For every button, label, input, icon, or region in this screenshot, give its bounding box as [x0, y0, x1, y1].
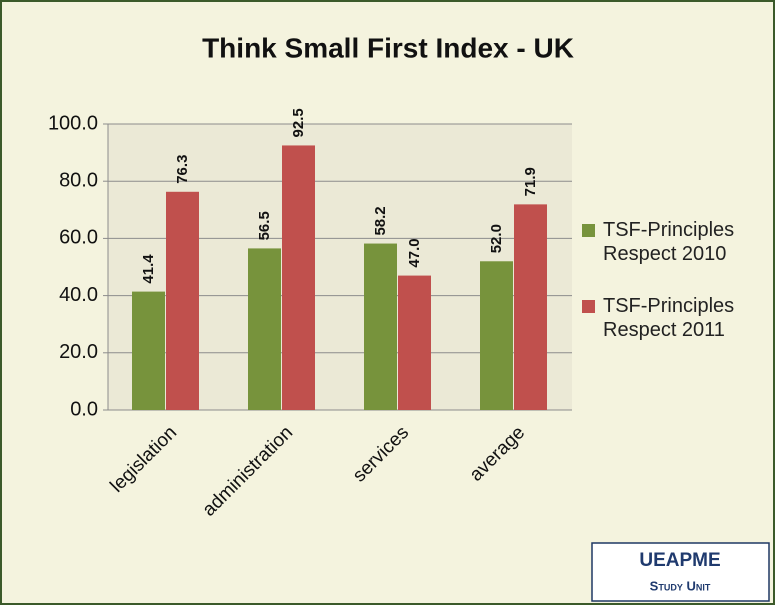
y-tick-label: 100.0	[48, 112, 98, 134]
bar	[132, 291, 165, 410]
data-label: 56.5	[256, 211, 273, 240]
y-tick-label: 20.0	[59, 341, 98, 363]
bar	[364, 243, 397, 410]
bar	[398, 275, 431, 410]
bar	[282, 145, 315, 410]
y-tick-label: 40.0	[59, 284, 98, 306]
data-label: 58.2	[372, 206, 389, 235]
data-label: 71.9	[522, 167, 539, 196]
legend-label: TSF-Principles Respect 2011	[603, 295, 735, 341]
data-label: 52.0	[488, 224, 505, 253]
badge-title: UEAPME	[639, 550, 720, 571]
bar	[480, 261, 513, 410]
badge-box	[591, 542, 770, 602]
data-label: 41.4	[140, 254, 157, 284]
legend-swatch	[582, 224, 595, 237]
data-label: 47.0	[406, 238, 423, 267]
chart-title: Think Small First Index - UK	[202, 32, 574, 63]
data-label: 92.5	[290, 108, 307, 137]
data-label: 76.3	[174, 155, 191, 184]
legend-label: TSF-Principles Respect 2010	[603, 219, 735, 265]
y-tick-label: 0.0	[70, 398, 98, 420]
y-tick-label: 60.0	[59, 227, 98, 249]
bar	[514, 204, 547, 410]
y-tick-label: 80.0	[59, 169, 98, 191]
badge-subtitle: Study Unit	[650, 578, 711, 593]
legend-swatch	[582, 300, 595, 313]
bar	[248, 248, 281, 410]
bar	[166, 191, 199, 410]
